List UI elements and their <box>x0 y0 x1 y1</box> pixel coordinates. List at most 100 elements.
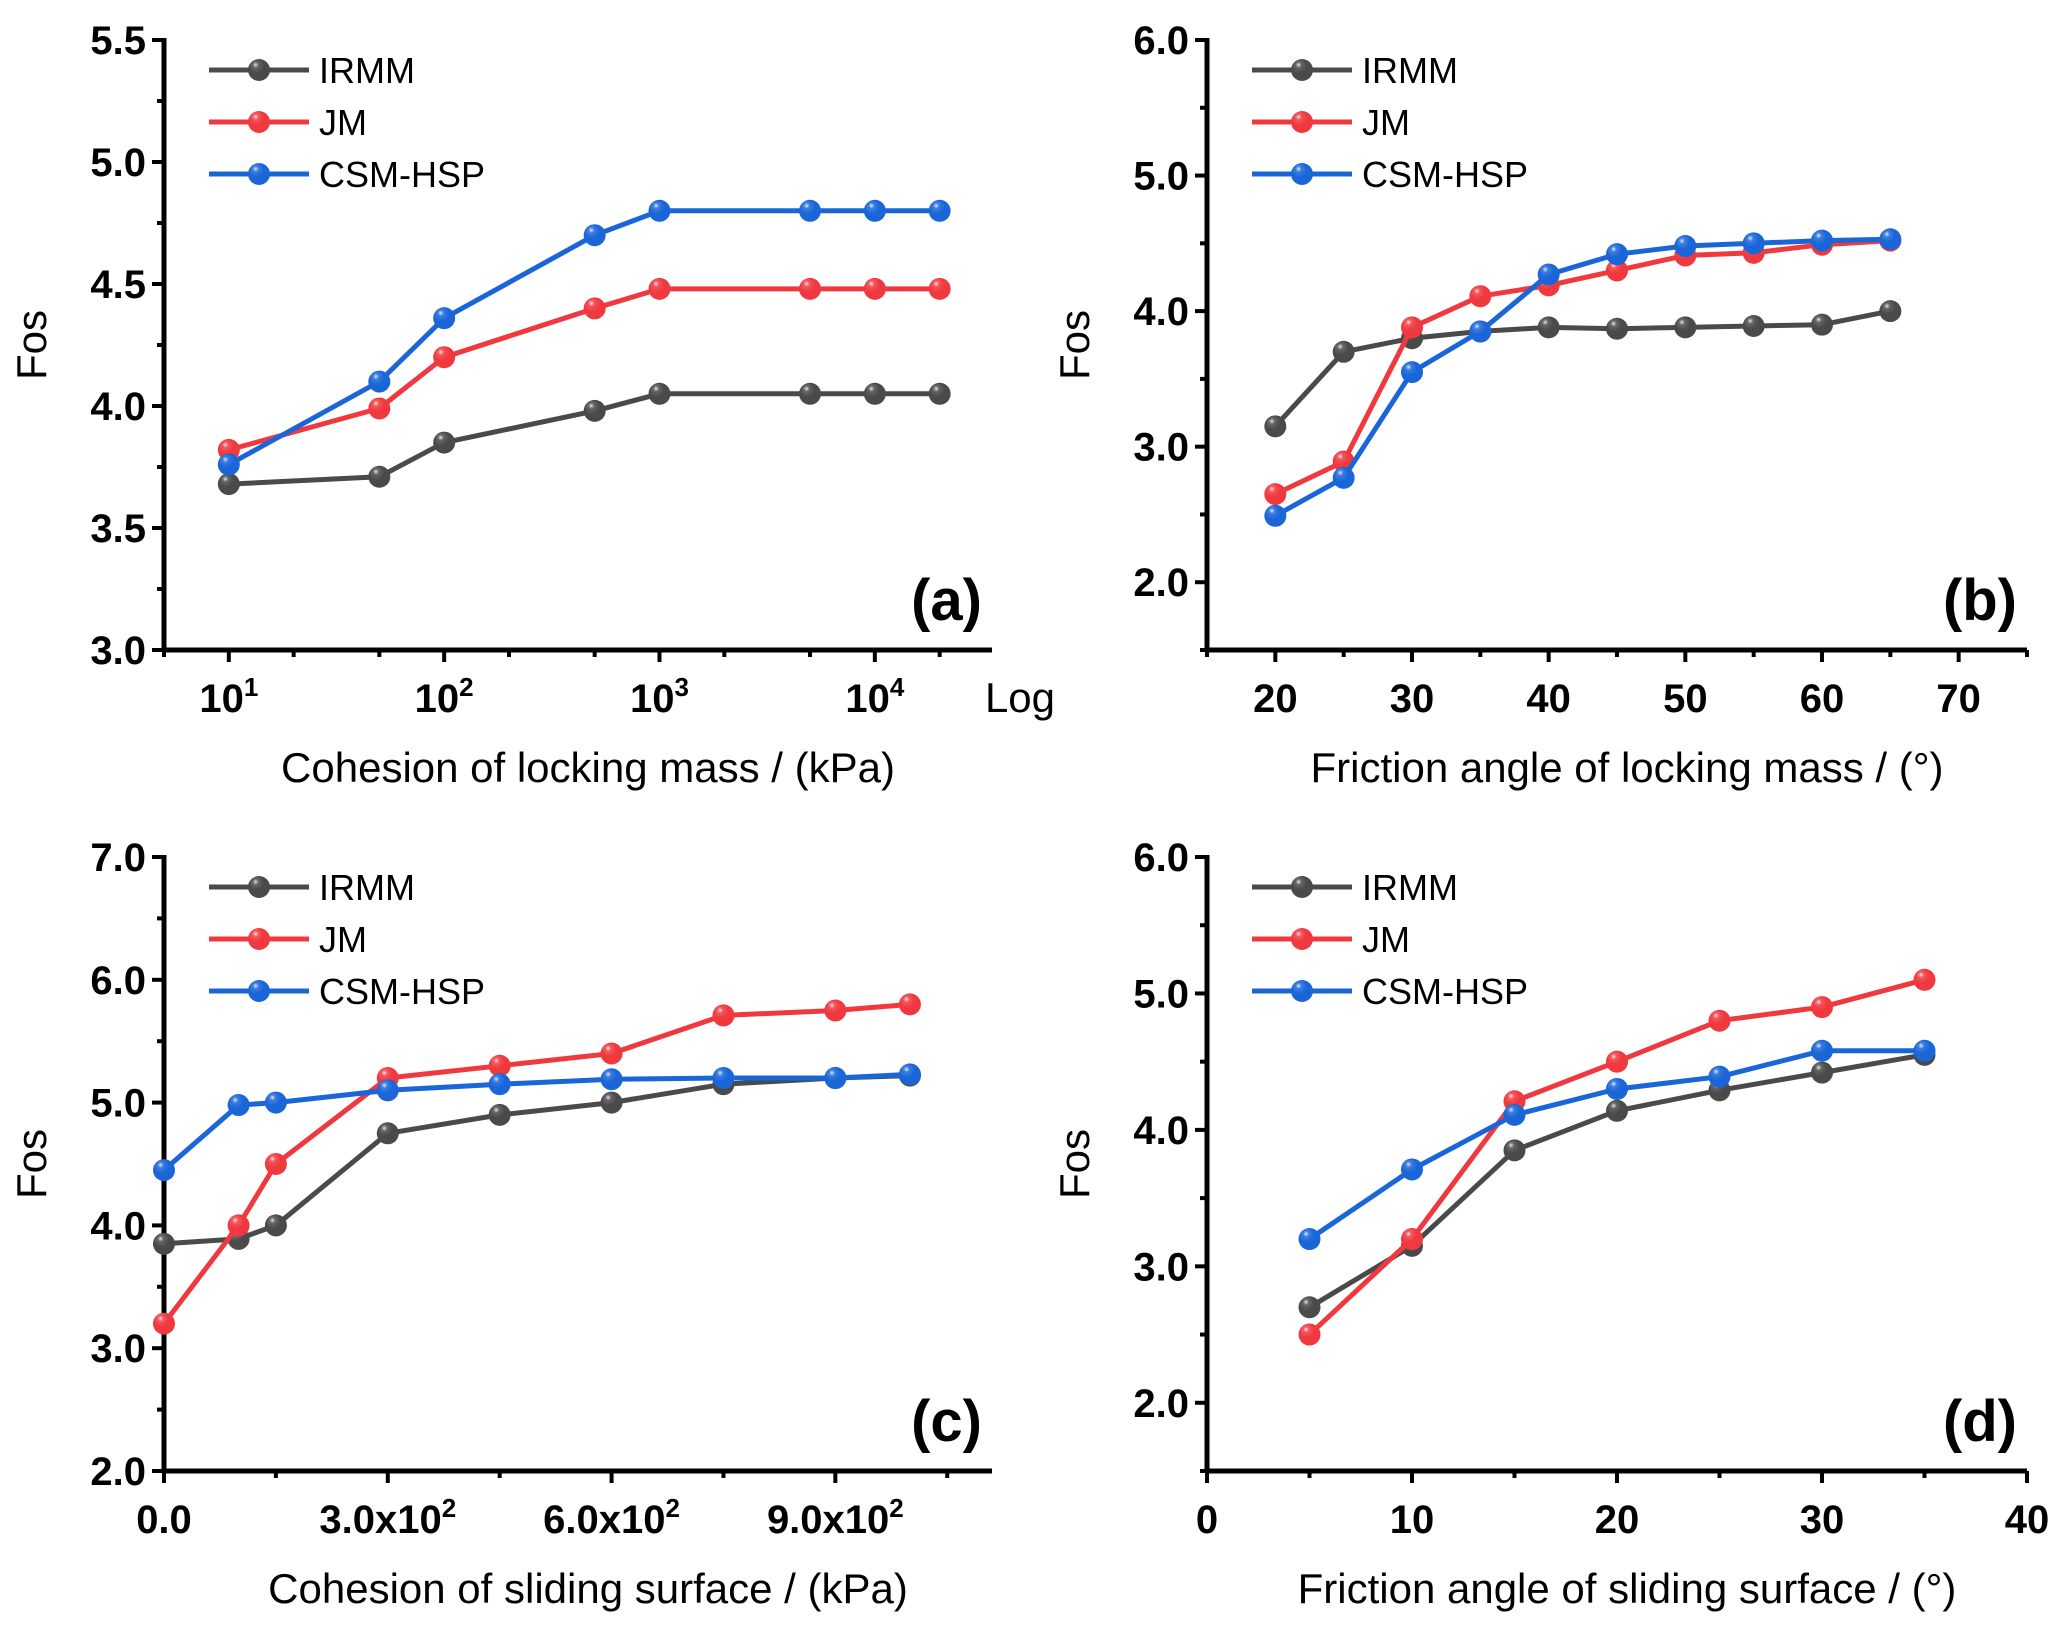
data-point-highlight <box>1676 317 1691 332</box>
x-tick-label: 6.0x102 <box>543 1493 680 1542</box>
series-line <box>1307 977 1926 1337</box>
data-point-highlight <box>490 1074 505 1089</box>
y-tick-label: 2.0 <box>1133 561 1189 605</box>
legend-marker-highlight <box>250 981 264 995</box>
legend-label: CSM-HSP <box>319 154 485 195</box>
x-axis-label: Cohesion of locking mass / (kPa) <box>281 744 895 791</box>
data-point-highlight <box>1334 467 1349 482</box>
y-tick-label: 5.0 <box>90 141 146 185</box>
data-point-highlight <box>1403 362 1417 377</box>
legend: IRMM JM CSM-HSP <box>1252 867 1528 1012</box>
data-point-highlight <box>930 278 945 293</box>
data-point-highlight <box>1710 1010 1725 1025</box>
x-tick-label-exponent: 2 <box>666 1493 680 1523</box>
y-tick-label: 3.5 <box>90 507 146 551</box>
legend-marker-highlight <box>250 60 264 74</box>
legend-entry: CSM-HSP <box>209 971 485 1012</box>
series-jm <box>217 277 951 461</box>
legend-label: JM <box>319 102 367 143</box>
y-tick-label: 5.0 <box>90 1082 146 1126</box>
data-point-highlight <box>826 1068 841 1083</box>
x-tick-label-base: 10 <box>630 677 675 721</box>
y-tick-label: 6.0 <box>90 959 146 1003</box>
x-tick-label-exponent: 2 <box>889 1493 903 1523</box>
x-tick-label: 9.0x102 <box>767 1493 904 1542</box>
data-point-highlight <box>1505 1104 1520 1119</box>
series-irmm <box>1264 300 1902 438</box>
data-point-highlight <box>900 1064 915 1079</box>
data-point-highlight <box>1676 236 1691 251</box>
x-tick-label-exponent: 2 <box>442 1493 456 1523</box>
y-tick-label: 4.0 <box>1133 290 1189 334</box>
series-jm <box>1298 968 1936 1346</box>
x-axis-label: Friction angle of locking mass / (°) <box>1310 744 1943 791</box>
data-point-highlight <box>219 474 234 489</box>
legend-marker-highlight <box>1293 981 1307 995</box>
data-point-highlight <box>650 200 665 215</box>
data-point-highlight <box>865 278 880 293</box>
data-point-highlight <box>1505 1091 1520 1106</box>
data-point-highlight <box>378 1068 393 1083</box>
panel-d: 2.0 3.0 4.0 5.0 6.0 0 10 20 30 40 Friction angle o… <box>1051 836 2049 1612</box>
data-point-highlight <box>378 1080 393 1095</box>
data-point-highlight <box>1608 318 1622 333</box>
legend-entry: IRMM <box>209 867 415 908</box>
data-point-highlight <box>714 1005 729 1020</box>
legend-entry: IRMM <box>1252 867 1458 908</box>
x-axis-label: Friction angle of sliding surface / (°) <box>1298 1565 1957 1612</box>
x-tick-label-base: 9.0x10 <box>767 1498 889 1542</box>
data-point-highlight <box>650 383 665 398</box>
data-point-highlight <box>1608 1051 1622 1066</box>
legend-marker-highlight <box>1293 164 1307 178</box>
x-tick-label-exponent: 2 <box>459 672 473 702</box>
series-csm-hsp <box>217 199 951 476</box>
data-point-highlight <box>155 1160 169 1175</box>
x-tick-label: 101 <box>199 672 258 721</box>
data-point-highlight <box>378 1123 393 1138</box>
data-point-highlight <box>1300 1229 1315 1244</box>
series-line <box>228 286 940 453</box>
y-tick-label: 5.5 <box>90 19 146 63</box>
data-point-highlight <box>801 200 816 215</box>
legend: IRMM JM CSM-HSP <box>1252 50 1528 195</box>
y-tick-label: 3.0 <box>1133 426 1189 470</box>
y-tick-label: 3.0 <box>1133 1245 1189 1289</box>
y-tick-label: 5.0 <box>1133 155 1189 199</box>
data-point-highlight <box>370 398 385 413</box>
data-point-highlight <box>1813 314 1827 329</box>
y-tick-label: 5.0 <box>1133 972 1189 1016</box>
legend-entry: IRMM <box>209 50 415 91</box>
legend-label: CSM-HSP <box>1362 154 1528 195</box>
series-irmm <box>217 382 951 496</box>
data-point-highlight <box>1813 997 1827 1012</box>
legend-entry: IRMM <box>1252 50 1458 91</box>
legend-marker-highlight <box>250 877 264 891</box>
x-tick-label: 30 <box>1390 677 1435 721</box>
data-point-highlight <box>490 1104 505 1119</box>
y-tick-label: 3.0 <box>90 629 146 673</box>
data-point-highlight <box>1505 1140 1520 1155</box>
series-line <box>227 208 940 467</box>
legend: IRMM JM CSM-HSP <box>209 50 485 195</box>
series-csm-hsp <box>1264 228 1902 527</box>
data-point-highlight <box>266 1092 281 1107</box>
y-tick-label: 3.0 <box>90 1327 146 1371</box>
panel-label: (d) <box>1943 1389 2017 1454</box>
panel-c: 2.03.04.05.06.07.00.0 3.0x102 6.0x102 9.0x1… <box>8 836 992 1612</box>
data-point-highlight <box>930 383 945 398</box>
data-point-highlight <box>801 278 816 293</box>
legend-label: JM <box>319 919 367 960</box>
series-jm <box>153 993 921 1335</box>
y-axis-label: Fos <box>1051 1129 1098 1199</box>
data-point-highlight <box>1266 416 1281 431</box>
data-point-highlight <box>1813 1040 1827 1055</box>
legend-marker-highlight <box>1293 60 1307 74</box>
data-point-highlight <box>865 200 880 215</box>
series-line <box>1274 236 1891 518</box>
x-tick-label-base: 10 <box>845 677 890 721</box>
data-point-highlight <box>826 1000 841 1015</box>
data-point-highlight <box>1471 286 1486 301</box>
x-tick-label: 20 <box>1253 677 1298 721</box>
